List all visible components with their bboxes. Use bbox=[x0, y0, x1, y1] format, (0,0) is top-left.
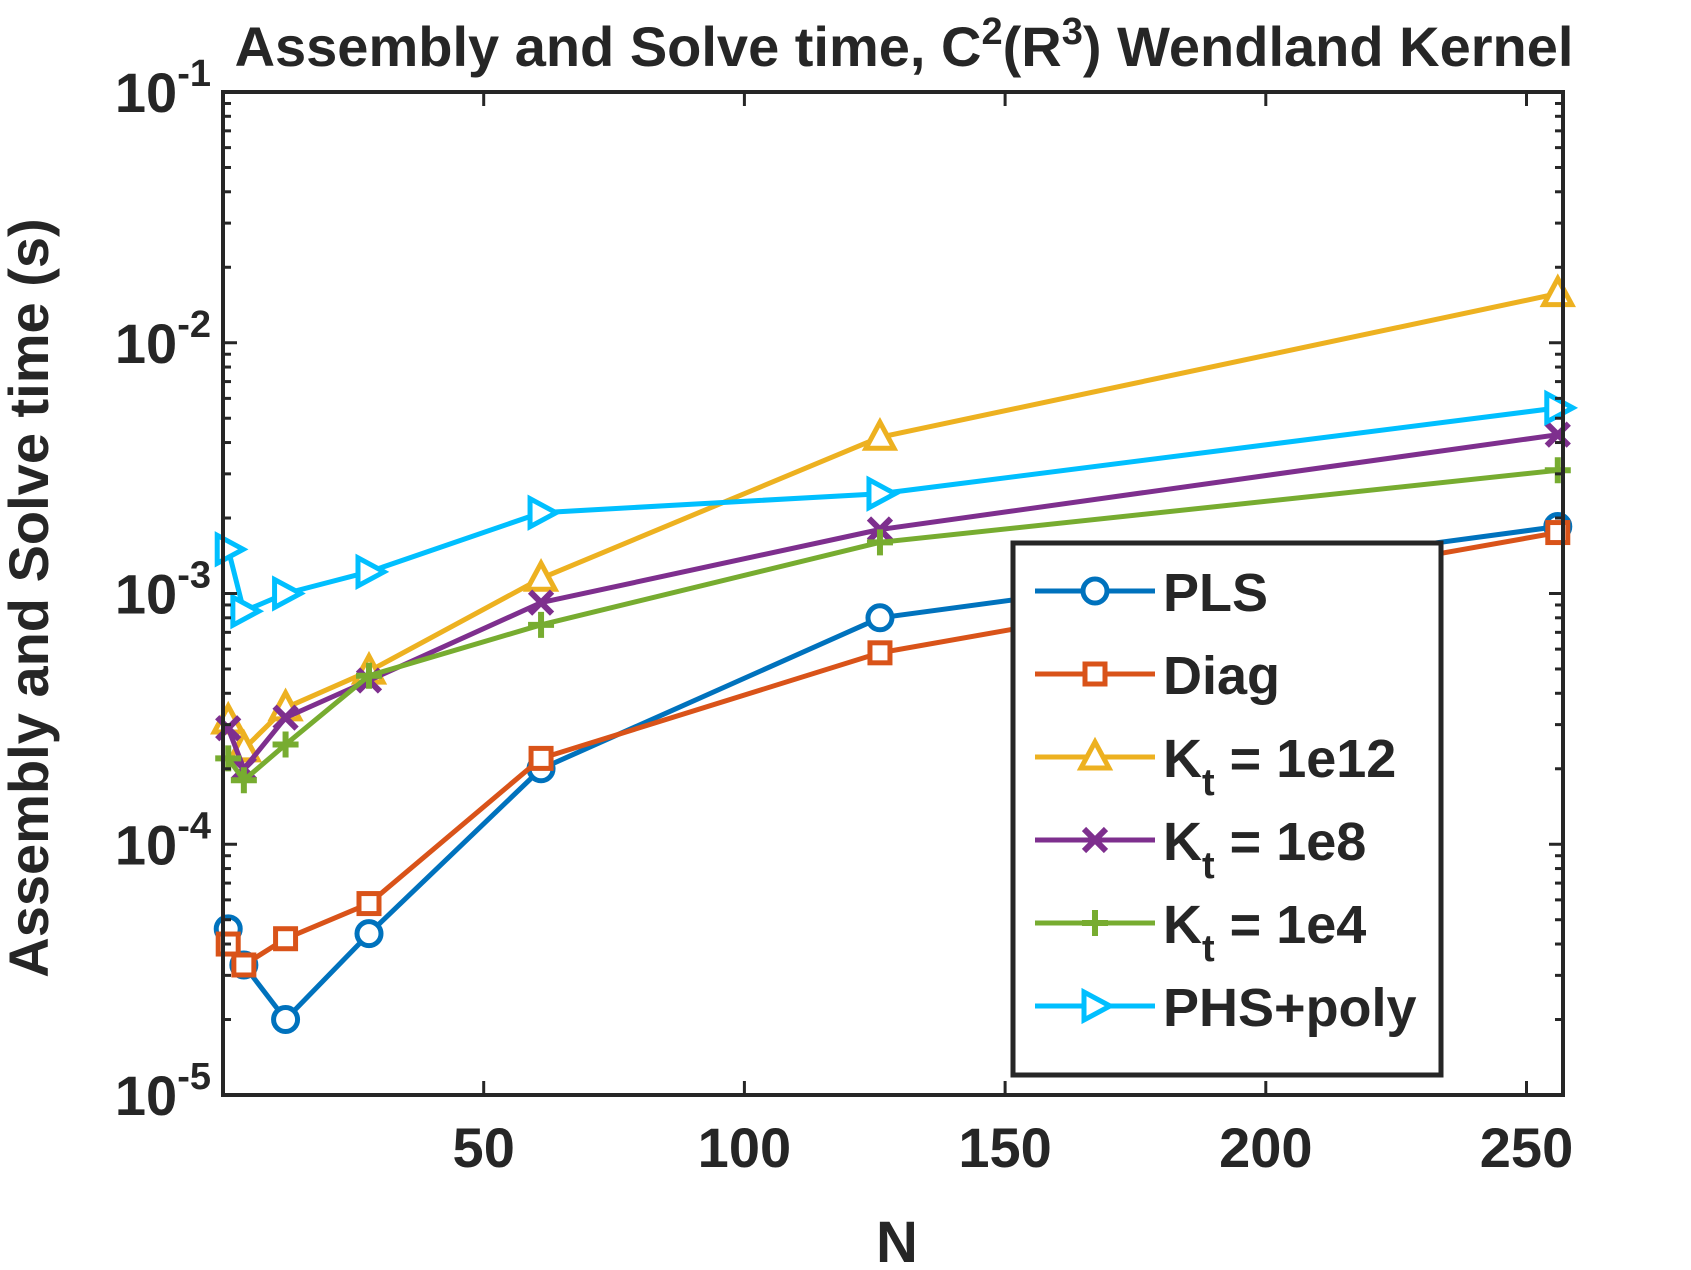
legend-item: PLS bbox=[1035, 563, 1268, 623]
data-point bbox=[527, 589, 555, 616]
legend-marker bbox=[1082, 661, 1108, 687]
data-point bbox=[354, 919, 384, 949]
data-point bbox=[528, 745, 554, 771]
series-kt-1e4 bbox=[215, 457, 1571, 794]
data-point bbox=[272, 731, 299, 758]
data-point bbox=[215, 745, 242, 772]
data-point bbox=[1544, 389, 1579, 427]
x-tick-label: 100 bbox=[698, 1116, 791, 1179]
data-point bbox=[356, 891, 382, 917]
x-tick-label: 250 bbox=[1480, 1116, 1573, 1179]
data-point bbox=[271, 1005, 301, 1035]
legend-marker bbox=[1076, 736, 1114, 771]
data-point bbox=[231, 952, 257, 978]
x-axis: 50 100 150 200 250 bbox=[453, 92, 1573, 1179]
data-point bbox=[230, 767, 257, 794]
data-point bbox=[272, 704, 299, 731]
legend-label: Kt = 1e4 bbox=[1163, 895, 1366, 970]
legend-item: PHS+poly bbox=[1035, 978, 1417, 1038]
legend-item: Kt = 1e8 bbox=[1035, 812, 1366, 887]
legend-box bbox=[1010, 540, 1444, 1078]
data-point bbox=[865, 603, 895, 633]
data-point bbox=[522, 558, 560, 592]
x-tick-label: 50 bbox=[453, 1116, 515, 1179]
data-point bbox=[355, 553, 390, 591]
data-point bbox=[355, 662, 382, 689]
data-point bbox=[230, 593, 265, 630]
y-tick-label: 10-3 bbox=[115, 555, 211, 626]
data-point bbox=[527, 494, 562, 531]
data-point bbox=[528, 611, 555, 638]
y-tick-label: 10-4 bbox=[115, 805, 211, 876]
x-tick-label: 150 bbox=[958, 1116, 1051, 1179]
data-point bbox=[1544, 421, 1571, 448]
legend: PLS Diag Kt = 1e12 Kt = 1e8 Kt = 1e4 PHS+poly bbox=[1010, 540, 1444, 1078]
legend-marker bbox=[1080, 576, 1110, 606]
data-point bbox=[866, 529, 893, 556]
chart-title: Assembly and Solve time, C2(R3) Wendland… bbox=[235, 11, 1574, 78]
data-point bbox=[273, 926, 299, 952]
x-axis-label: N bbox=[876, 1210, 918, 1270]
legend-marker bbox=[1081, 826, 1109, 854]
legend-item: Kt = 1e4 bbox=[1035, 895, 1366, 970]
x-tick-label: 200 bbox=[1219, 1116, 1312, 1179]
y-axis-label: Assembly and Solve time (s) bbox=[0, 218, 60, 977]
y-axis: 10-5 10-4 10-3 10-2 10-1 bbox=[115, 53, 1563, 1127]
legend-label: PHS+poly bbox=[1163, 978, 1417, 1038]
legend-label: Kt = 1e12 bbox=[1163, 729, 1396, 804]
data-point bbox=[272, 575, 306, 612]
data-point bbox=[861, 416, 899, 451]
y-tick-label: 10-5 bbox=[115, 1056, 211, 1127]
data-point bbox=[867, 640, 893, 666]
data-point bbox=[215, 715, 242, 742]
data-point bbox=[866, 475, 901, 512]
legend-label: Kt = 1e8 bbox=[1163, 812, 1366, 887]
legend-label: Diag bbox=[1163, 646, 1280, 706]
data-point bbox=[1544, 457, 1571, 484]
y-tick-label: 10-2 bbox=[115, 304, 211, 375]
legend-item: Kt = 1e12 bbox=[1035, 729, 1396, 804]
legend-marker bbox=[1081, 987, 1116, 1025]
legend-item: Diag bbox=[1035, 646, 1280, 706]
legend-label: PLS bbox=[1163, 563, 1268, 623]
y-tick-label: 10-1 bbox=[115, 53, 211, 124]
legend-marker bbox=[1082, 910, 1108, 936]
